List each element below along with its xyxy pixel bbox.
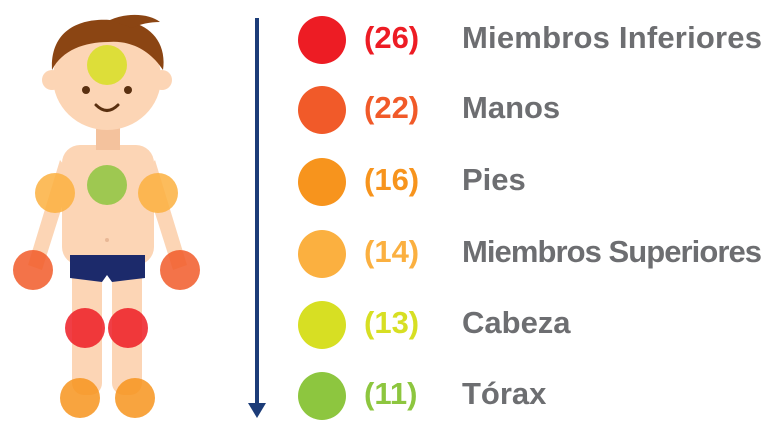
body-spot — [108, 308, 148, 348]
body-spot — [87, 45, 127, 85]
color-dot — [298, 301, 346, 349]
count: (11) — [364, 376, 417, 411]
body-spot — [35, 173, 75, 213]
label: Pies — [462, 162, 526, 197]
body-spot — [13, 250, 53, 290]
color-dot — [298, 16, 346, 64]
color-dot — [298, 372, 346, 420]
count: (16) — [364, 162, 419, 197]
body-figure — [28, 14, 187, 395]
color-dot — [298, 230, 346, 278]
label: Manos — [462, 90, 560, 125]
list: (26) Miembros Inferiores (22) Manos (16) Pies… — [298, 16, 762, 420]
body-spot — [65, 308, 105, 348]
body-spot — [87, 165, 127, 205]
label: Tórax — [462, 376, 547, 411]
count: (13) — [364, 305, 419, 340]
count: (22) — [364, 90, 419, 125]
count: (14) — [364, 234, 419, 269]
label: Cabeza — [462, 305, 571, 340]
label: Miembros Inferiores — [462, 20, 762, 55]
body-spot — [160, 250, 200, 290]
arrow-head — [248, 403, 266, 418]
body-spot — [60, 378, 100, 418]
count: (26) — [364, 20, 419, 55]
body-spot — [115, 378, 155, 418]
label: Miembros Superiores — [462, 234, 762, 269]
color-dot — [298, 86, 346, 134]
body-spot — [138, 173, 178, 213]
body-dots — [13, 45, 200, 418]
color-dot — [298, 158, 346, 206]
